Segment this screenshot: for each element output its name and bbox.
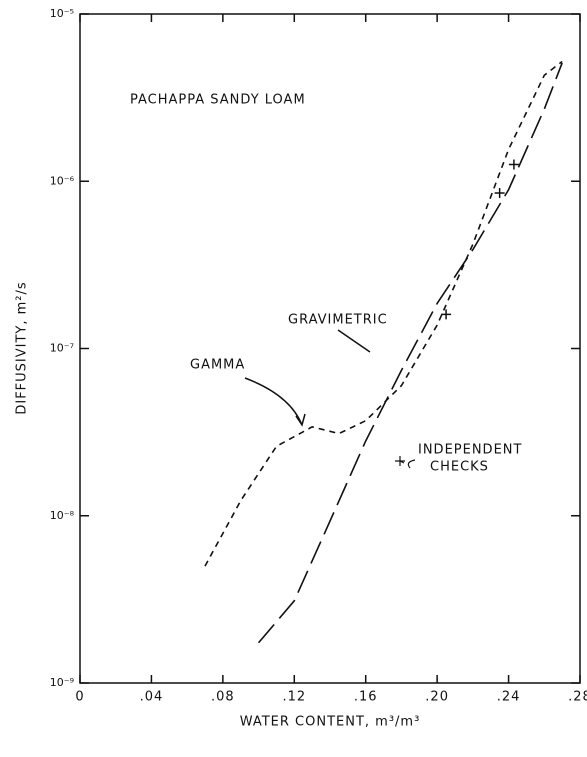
y-tick-label: 10⁻⁶: [50, 174, 75, 187]
x-tick-label: .28: [568, 690, 587, 705]
x-tick-label: .12: [282, 690, 306, 705]
y-tick-label: 10⁻⁸: [50, 509, 75, 522]
legend-plus: [395, 456, 416, 469]
series-label: GAMMA: [190, 358, 245, 373]
check-point: [494, 188, 505, 199]
plot-frame: [79, 13, 581, 684]
x-axis-label: WATER CONTENT, m³/m³: [240, 715, 421, 730]
y-tick-label: 10⁻⁹: [50, 676, 74, 689]
check-point: [508, 159, 519, 170]
x-tick-label: 0: [75, 690, 84, 705]
x-tick-label: .08: [211, 690, 235, 705]
x-tick-label: .20: [425, 690, 449, 705]
y-axis-label: DIFFUSIVITY, m²/s: [15, 281, 30, 414]
annotation: PACHAPPA SANDY LOAM: [130, 93, 306, 108]
arrow: [337, 329, 371, 353]
y-tick-label: 10⁻⁷: [50, 342, 74, 355]
curve: [257, 62, 563, 644]
x-tick-label: .24: [497, 690, 521, 705]
annotation: INDEPENDENT: [418, 443, 522, 458]
x-tick-label: .04: [140, 690, 164, 705]
curve: [204, 60, 563, 567]
check-point: [441, 309, 452, 320]
x-tick-label: .16: [354, 690, 378, 705]
annotation: CHECKS: [430, 460, 489, 475]
y-tick-label: 10⁻⁵: [50, 7, 74, 20]
arrow: [244, 377, 306, 427]
series-label: GRAVIMETRIC: [288, 313, 388, 328]
